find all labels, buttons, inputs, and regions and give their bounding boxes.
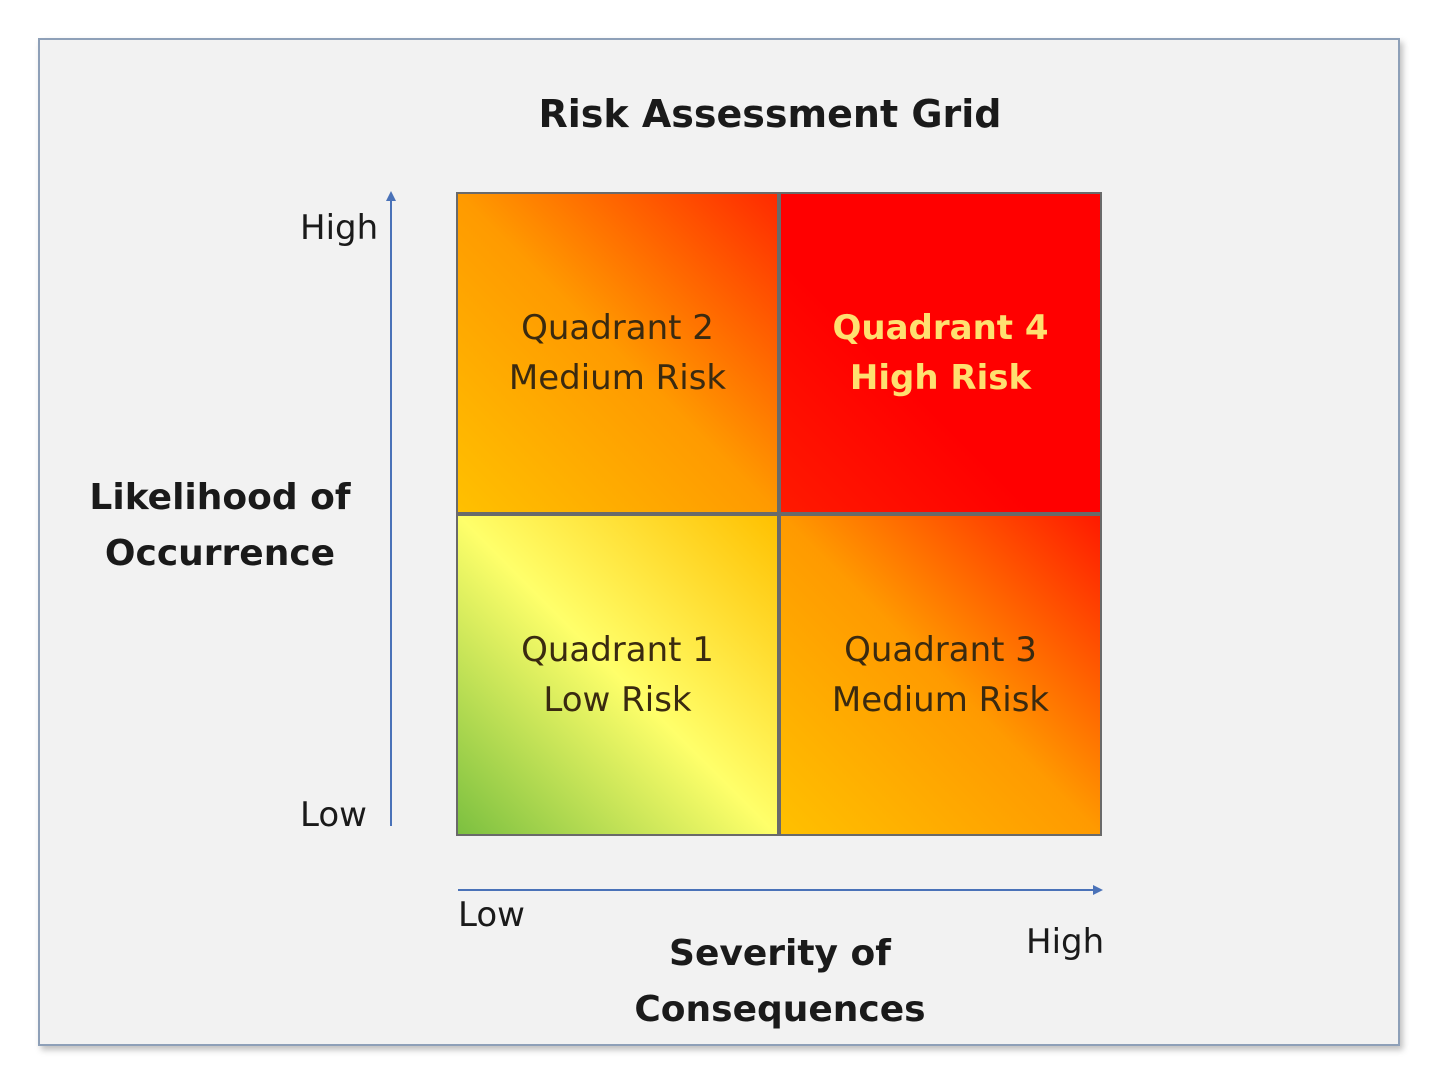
quadrant-3-name: Quadrant 3 bbox=[844, 630, 1037, 670]
y-axis-title-line2: Occurrence bbox=[104, 533, 336, 574]
quadrant-4-name: Quadrant 4 bbox=[832, 308, 1049, 348]
quadrant-3-risk: Medium Risk bbox=[831, 680, 1050, 720]
x-axis-title: Severity of Consequences bbox=[610, 926, 950, 1038]
quadrant-4: Quadrant 4 High Risk bbox=[779, 192, 1102, 514]
y-axis-high-label: High bbox=[300, 208, 379, 248]
diagram-title: Risk Assessment Grid bbox=[538, 92, 1002, 136]
quadrant-2-risk: Medium Risk bbox=[508, 358, 727, 398]
quadrant-1-name: Quadrant 1 bbox=[521, 630, 714, 670]
y-axis-title: Likelihood of Occurrence bbox=[80, 470, 360, 582]
x-axis-title-line2: Consequences bbox=[634, 989, 926, 1030]
x-axis-title-line1: Severity of bbox=[669, 933, 891, 974]
quadrant-1: Quadrant 1 Low Risk bbox=[456, 514, 779, 836]
quadrant-3: Quadrant 3 Medium Risk bbox=[779, 514, 1102, 836]
quadrant-4-risk: High Risk bbox=[849, 358, 1032, 398]
x-axis-low-label: Low bbox=[458, 895, 525, 935]
quadrant-1-risk: Low Risk bbox=[543, 680, 692, 720]
y-axis-title-line1: Likelihood of bbox=[89, 477, 351, 518]
quadrant-2: Quadrant 2 Medium Risk bbox=[456, 192, 779, 514]
x-axis-high-label: High bbox=[1026, 922, 1105, 962]
risk-grid: Quadrant 2 Medium Risk Quadrant 4 High R… bbox=[456, 192, 1102, 836]
quadrant-2-name: Quadrant 2 bbox=[521, 308, 714, 348]
y-axis-low-label: Low bbox=[300, 795, 367, 835]
